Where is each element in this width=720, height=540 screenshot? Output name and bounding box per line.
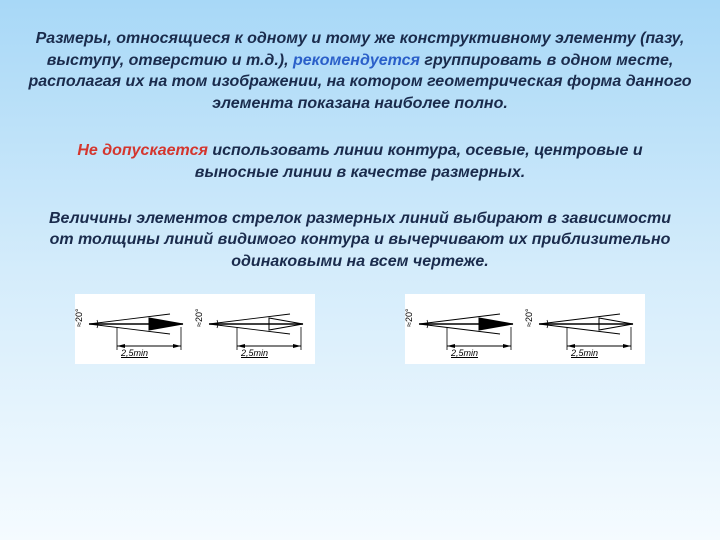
paragraph-1: Размеры, относящиеся к одному и тому же …	[28, 28, 692, 114]
arrow-box-4: ≈20° 2,5min	[525, 294, 645, 364]
angle-label-1: ≈20°	[74, 309, 84, 328]
p2-post: использовать линии контура, осевые, цент…	[195, 142, 643, 181]
angle-label-3: ≈20°	[404, 309, 414, 328]
arrow-row: ≈20° 2,5min ≈20° 2,5min ≈20° 2,5min ≈20°…	[28, 294, 692, 364]
angle-label-4: ≈20°	[524, 309, 534, 328]
arrow-box-1: ≈20° 2,5min	[75, 294, 195, 364]
slide-container: Размеры, относящиеся к одному и тому же …	[0, 0, 720, 364]
angle-label-2: ≈20°	[194, 309, 204, 328]
arrow-gap	[315, 294, 405, 364]
p2-accent: Не допускается	[77, 142, 208, 159]
arrow-group-right: ≈20° 2,5min ≈20° 2,5min	[405, 294, 645, 364]
arrow-group-left: ≈20° 2,5min ≈20° 2,5min	[75, 294, 315, 364]
p1-accent: рекомендуется	[293, 52, 420, 69]
dim-label-3: 2,5min	[451, 348, 478, 358]
paragraph-2: Не допускается использовать линии контур…	[28, 140, 692, 183]
dim-label-2: 2,5min	[241, 348, 268, 358]
arrow-box-3: ≈20° 2,5min	[405, 294, 525, 364]
dim-label-4: 2,5min	[571, 348, 598, 358]
arrow-box-2: ≈20° 2,5min	[195, 294, 315, 364]
paragraph-3: Величины элементов стрелок размерных лин…	[28, 208, 692, 273]
dim-label-1: 2,5min	[121, 348, 148, 358]
p3-text: Величины элементов стрелок размерных лин…	[49, 210, 671, 270]
